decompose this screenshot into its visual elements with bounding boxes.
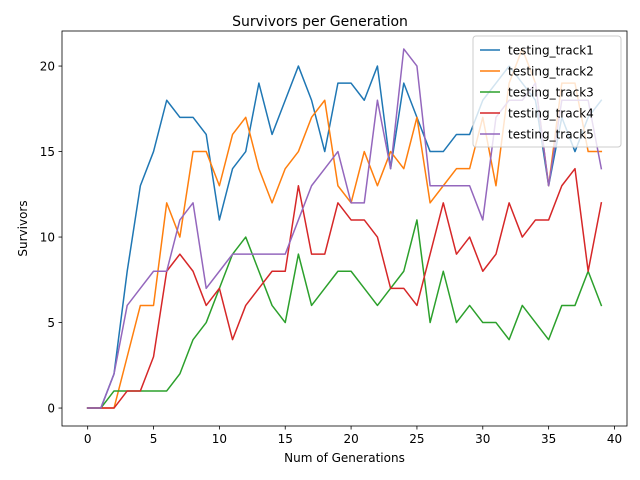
series-line-testing_track4 [86,167,603,409]
legend: testing_track1 testing_track2 testing_trac… [472,35,622,148]
y-tick-label: 0 [47,402,55,416]
x-tick-label: 0 [84,432,92,446]
y-axis-label: Survivors [16,200,30,256]
legend-entry: testing_track3 [508,86,594,100]
legend-entry: testing_track2 [508,65,594,79]
x-tick-label: 20 [343,432,358,446]
plot-frame [61,30,628,427]
x-tick-label: 10 [212,432,227,446]
legend-entry: testing_track5 [508,128,594,142]
x-tick-label: 25 [409,432,424,446]
legend-entry: testing_track4 [508,107,594,121]
y-axis: 0 5 10 15 20 [40,60,62,416]
chart-title: Survivors per Generation [232,14,408,30]
legend-entry: testing_track1 [508,44,594,58]
y-tick-label: 5 [47,316,55,330]
y-tick-label: 15 [40,145,55,159]
x-tick-label: 40 [607,432,622,446]
x-tick-label: 15 [278,432,293,446]
y-tick-label: 10 [40,231,55,245]
legend-box [472,35,622,148]
x-axis: 0 5 10 15 20 25 30 35 40 [84,426,622,446]
x-tick-label: 30 [475,432,490,446]
x-axis-label: Num of Generations [284,451,405,465]
x-tick-label: 35 [541,432,556,446]
x-tick-label: 5 [150,432,158,446]
series-line-testing_track3 [86,219,603,409]
y-tick-label: 20 [40,60,55,74]
